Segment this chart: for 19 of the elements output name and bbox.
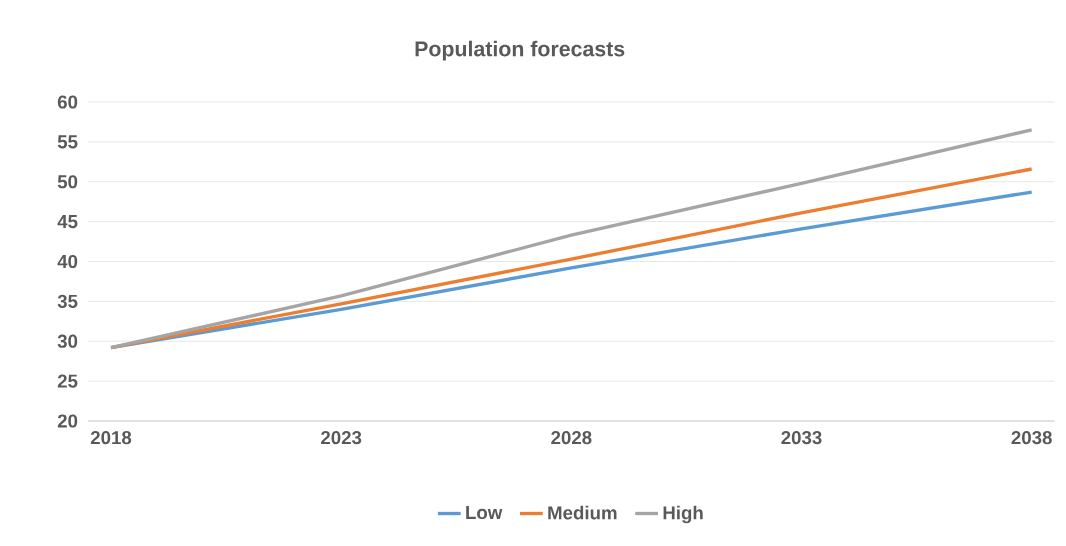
y-tick-label: 55 <box>57 135 78 149</box>
y-tick-label: 45 <box>57 215 78 229</box>
line-series <box>109 128 1034 350</box>
y-tick-label: 35 <box>57 294 78 308</box>
y-tick-label: 50 <box>57 175 78 189</box>
x-tick-label: 2028 <box>551 431 592 445</box>
y-tick-label: 60 <box>57 95 78 109</box>
x-tick-label: 2018 <box>90 431 132 445</box>
chart-title: Population forecasts <box>415 40 625 61</box>
legend-label: High <box>663 505 703 524</box>
y-tick-label: 25 <box>57 374 78 388</box>
x-tick-label: 2038 <box>1011 431 1052 445</box>
y-tick-label: 20 <box>57 414 78 428</box>
x-tick-label: 2033 <box>781 431 822 445</box>
legend-label: Low <box>466 506 503 520</box>
x-tick-label: 2023 <box>321 431 362 445</box>
y-tick-label: 40 <box>57 254 78 269</box>
y-tick-label: 30 <box>57 334 78 348</box>
legend-label: Medium <box>548 505 617 520</box>
